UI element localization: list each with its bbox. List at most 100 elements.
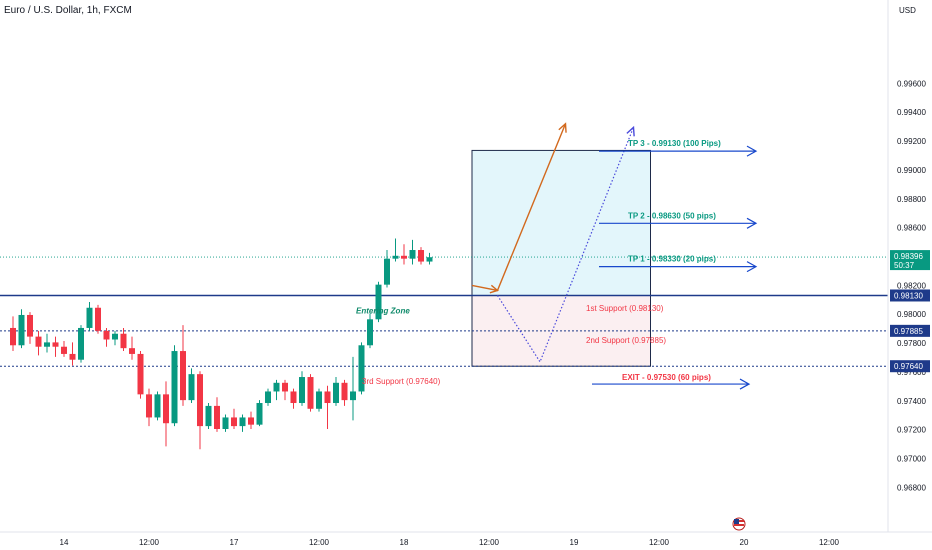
candle-body (146, 394, 152, 418)
time-tick-label: 12:00 (309, 538, 330, 547)
candle-body (52, 342, 59, 347)
candle-body (239, 417, 246, 427)
candle-body (112, 333, 118, 340)
candle-body (171, 351, 178, 424)
projection-paths (471, 122, 635, 364)
tp2-arrow-head (746, 217, 758, 229)
candle-body (44, 342, 50, 347)
current-price-label: 0.98396 (894, 252, 923, 261)
candle-body (375, 284, 382, 320)
annotations: Entering Zone 1st Support (0.98130) 2nd Su… (356, 139, 758, 390)
position-box[interactable] (471, 149, 651, 367)
exit-label: EXIT - 0.97530 (60 pips) (622, 373, 711, 382)
candle-body (367, 319, 373, 346)
candle-body (333, 382, 339, 404)
price-tick-label: 0.99600 (897, 79, 926, 88)
support-levels (0, 256, 888, 367)
time-tick-label: 12:00 (139, 538, 160, 547)
tp3-label: TP 3 - 0.99130 (100 Pips) (628, 139, 721, 148)
price-tag-label: 0.97640 (894, 362, 923, 371)
currency-label: USD (899, 6, 916, 15)
candle-body (282, 382, 288, 392)
price-tick-label: 0.97600 (897, 368, 926, 377)
candle-body (418, 250, 424, 262)
candle-body (358, 345, 365, 392)
orange-turn-arrow-head (489, 284, 499, 294)
price-tick-label: 0.97200 (897, 426, 926, 435)
current-price-tag-box (890, 250, 930, 271)
candle-body (316, 391, 322, 409)
candle-body (426, 257, 433, 262)
candle-body (120, 333, 127, 349)
dotted-arrow-head (626, 125, 635, 137)
candle-body (222, 417, 229, 429)
candle-body (163, 394, 169, 424)
candle-body (350, 391, 356, 401)
candle-body (86, 307, 93, 328)
candle-body (154, 394, 161, 418)
price-tick-label: 0.96800 (897, 483, 926, 492)
candle-body (10, 327, 16, 346)
price-tick-label: 0.98000 (897, 310, 926, 319)
time-tick-label: 18 (400, 538, 409, 547)
candle-body (18, 314, 25, 346)
candle-body (392, 255, 399, 259)
candle-body (129, 348, 135, 354)
candle-body (205, 405, 212, 427)
time-tick-label: 12:00 (479, 538, 500, 547)
candle-body (299, 377, 305, 404)
candle-body (290, 391, 297, 404)
entering-zone-label: Entering Zone (356, 307, 410, 316)
price-tag-label: 0.97885 (894, 327, 923, 336)
time-tick-label: 19 (570, 538, 579, 547)
support-3-label: 3rd Support (0.97640) (362, 377, 441, 386)
candle-body (409, 250, 416, 259)
candle-body (256, 403, 263, 425)
candle-body (341, 382, 348, 401)
candle-body (273, 382, 280, 392)
candle-body (27, 314, 33, 337)
support-1-label: 1st Support (0.98130) (586, 304, 664, 313)
candle-body (307, 377, 314, 409)
us-flag-event-icon[interactable] (732, 517, 746, 531)
price-tag-label: 0.98130 (894, 291, 923, 300)
price-tag-box (890, 289, 930, 302)
exit-arrow-head (739, 378, 751, 390)
tp1-label: TP 1 - 0.98330 (20 pips) (628, 255, 716, 264)
candle-body (69, 353, 76, 360)
candle-body (324, 391, 331, 404)
price-tick-label: 0.97000 (897, 455, 926, 464)
candle-body (188, 374, 195, 401)
candle-body (265, 391, 271, 404)
candle-body (95, 307, 101, 331)
candle-body (214, 405, 220, 429)
price-tick-label: 0.99200 (897, 137, 926, 146)
candle-body (248, 417, 254, 425)
price-tick-label: 0.99000 (897, 166, 926, 175)
orange-arrow-head (558, 122, 567, 133)
tp1-arrow-head (746, 261, 758, 273)
price-tick-label: 0.97400 (897, 397, 926, 406)
countdown-label: 50:37 (894, 261, 915, 270)
candle-body (61, 346, 67, 354)
candle-body (401, 255, 407, 259)
price-tick-label: 0.98600 (897, 224, 926, 233)
price-tag-box (890, 360, 930, 373)
time-axis[interactable]: 14 12:00 17 12:00 18 12:00 19 12:00 20 12:00 (60, 517, 932, 547)
time-tick-label: 14 (60, 538, 69, 547)
time-tick-label: 12:00 (649, 538, 670, 547)
price-tick-label: 0.98800 (897, 195, 926, 204)
price-tick-label: 0.99400 (897, 108, 926, 117)
candlesticks (10, 238, 433, 450)
price-tag-box (890, 324, 930, 337)
candle-body (231, 417, 237, 427)
time-tick-label: 17 (230, 538, 239, 547)
symbol-title: Euro / U.S. Dollar, 1h, FXCM (4, 5, 132, 16)
candle-body (78, 327, 84, 360)
candle-body (35, 336, 42, 347)
price-axis[interactable]: 0.99600 0.99400 0.99200 0.99000 0.98800 0.986… (897, 79, 926, 492)
support-2-label: 2nd Support (0.97885) (586, 336, 666, 345)
candle-body (180, 351, 186, 401)
